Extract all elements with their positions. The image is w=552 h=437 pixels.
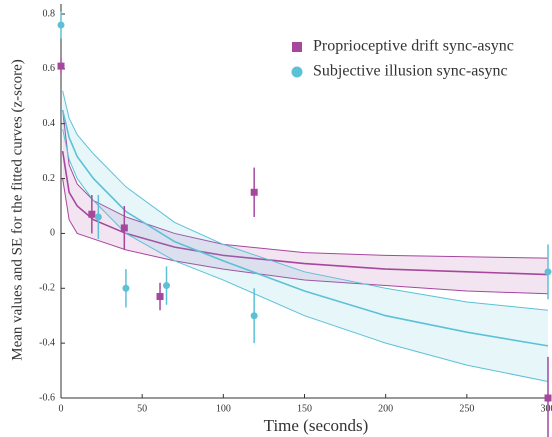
legend-marker bbox=[291, 66, 303, 78]
data-point bbox=[94, 213, 102, 221]
y-tick-label: -0.4 bbox=[39, 337, 55, 348]
data-point bbox=[250, 188, 258, 196]
y-tick-label: 0.2 bbox=[43, 173, 56, 184]
y-tick-label: -0.6 bbox=[39, 392, 55, 403]
x-tick-label: 300 bbox=[541, 403, 552, 414]
data-point bbox=[544, 268, 552, 276]
y-axis-label: Mean values and SE for the fitted curves… bbox=[9, 59, 25, 361]
x-tick-label: 0 bbox=[59, 403, 64, 414]
data-point bbox=[156, 293, 164, 301]
confidence-band bbox=[62, 90, 549, 382]
data-point bbox=[163, 282, 171, 290]
band-edge bbox=[62, 90, 549, 311]
y-tick-label: 0.6 bbox=[43, 63, 56, 74]
data-point bbox=[57, 21, 65, 29]
legend-marker bbox=[292, 42, 302, 52]
y-tick-label: 0.4 bbox=[43, 118, 56, 129]
band-edge bbox=[62, 129, 549, 383]
x-tick-label: 100 bbox=[216, 403, 231, 414]
legend-label: Proprioceptive drift sync-async bbox=[313, 38, 514, 55]
x-tick-label: 200 bbox=[378, 403, 393, 414]
y-tick-label: -0.2 bbox=[39, 283, 55, 294]
x-tick-label: 150 bbox=[297, 403, 312, 414]
x-axis-label: Time (seconds) bbox=[264, 416, 369, 435]
data-point bbox=[57, 62, 65, 70]
data-point bbox=[122, 284, 130, 292]
fit-line bbox=[61, 151, 549, 276]
data-point bbox=[250, 312, 258, 320]
data-point bbox=[88, 210, 96, 218]
x-tick-label: 250 bbox=[459, 403, 474, 414]
y-tick-label: 0 bbox=[50, 228, 55, 239]
x-tick-label: 50 bbox=[137, 403, 147, 414]
fit-line bbox=[61, 109, 549, 347]
legend-label: Subjective illusion sync-async bbox=[313, 63, 508, 80]
confidence-band bbox=[62, 110, 549, 294]
band-edge bbox=[62, 109, 549, 259]
data-point bbox=[544, 394, 552, 402]
y-tick-label: 0.8 bbox=[43, 8, 56, 19]
data-point bbox=[120, 224, 128, 232]
